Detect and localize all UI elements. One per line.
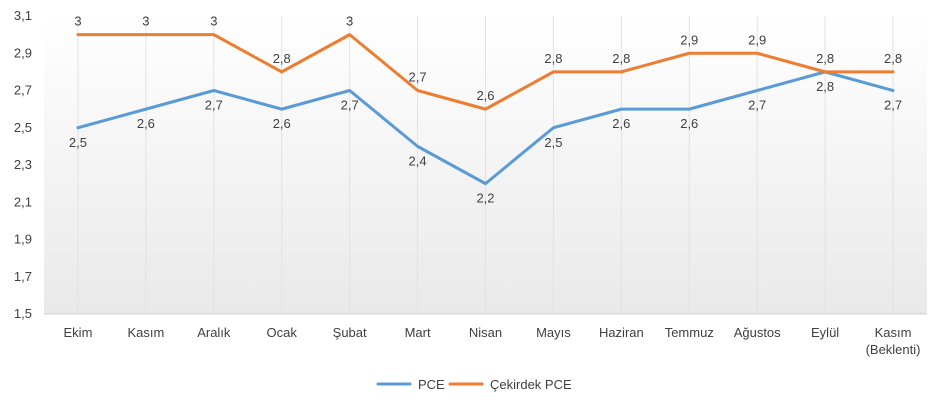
x-tick-label-line: Kasım bbox=[875, 325, 912, 340]
data-label: 2,7 bbox=[341, 98, 359, 113]
data-label: 2,4 bbox=[409, 153, 427, 168]
x-tick-label: Kasım (Beklenti) bbox=[866, 325, 921, 357]
data-label: 2,6 bbox=[476, 88, 494, 103]
y-axis-ticks: 1,5 1,7 1,9 2,1 2,3 2,5 2,7 2,9 3,1 bbox=[14, 8, 32, 321]
x-tick-label-line: Kasım bbox=[127, 325, 164, 340]
x-tick-label-line: Mayıs bbox=[536, 325, 571, 340]
x-tick-label: Temmuz bbox=[665, 325, 714, 340]
data-label: 3 bbox=[142, 14, 149, 29]
x-tick-label: Haziran bbox=[599, 325, 644, 340]
data-label: 3 bbox=[210, 14, 217, 29]
series-line-pce bbox=[76, 70, 895, 186]
data-label: 2,7 bbox=[205, 98, 223, 113]
y-tick-label: 2,7 bbox=[14, 83, 32, 98]
x-tick-label-line: Mart bbox=[405, 325, 431, 340]
data-label: 2,8 bbox=[273, 51, 291, 66]
series-lines bbox=[76, 33, 895, 186]
data-labels: 2,5 2,6 2,7 2,6 2,7 2,4 2,2 2,5 2,6 2,6 2,7 2,8 2,7 3… bbox=[69, 14, 902, 206]
x-tick-label-line: Temmuz bbox=[665, 325, 714, 340]
data-label: 2,6 bbox=[273, 116, 291, 131]
data-label: 2,5 bbox=[544, 135, 562, 150]
data-label: 2,8 bbox=[612, 51, 630, 66]
data-label: 2,9 bbox=[680, 32, 698, 47]
y-tick-label: 1,7 bbox=[14, 269, 32, 284]
legend: PCE Çekirdek PCE bbox=[376, 377, 572, 392]
data-label: 2,7 bbox=[748, 98, 766, 113]
y-tick-label: 1,9 bbox=[14, 232, 32, 247]
data-label: 2,7 bbox=[884, 98, 902, 113]
x-tick-label-line: (Beklenti) bbox=[866, 342, 921, 357]
data-label: 2,8 bbox=[884, 51, 902, 66]
y-tick-label: 2,9 bbox=[14, 45, 32, 60]
x-tick-label-line: Şubat bbox=[333, 325, 367, 340]
gridlines bbox=[77, 16, 894, 314]
x-tick-label-line: Ekim bbox=[64, 325, 93, 340]
x-axis-ticks: Ekim Kasım Aralık Ocak Şubat Mart Nisan Mayıs Ha… bbox=[64, 325, 921, 357]
data-label: 2,8 bbox=[816, 79, 834, 94]
legend-label: PCE bbox=[418, 377, 445, 392]
data-label: 2,6 bbox=[612, 116, 630, 131]
x-tick-label: Ağustos bbox=[734, 325, 781, 340]
data-label: 2,8 bbox=[544, 51, 562, 66]
y-tick-label: 2,5 bbox=[14, 120, 32, 135]
x-tick-label: Mart bbox=[405, 325, 431, 340]
data-label: 3 bbox=[74, 14, 81, 29]
data-label: 2,6 bbox=[137, 116, 155, 131]
data-label: 2,9 bbox=[748, 32, 766, 47]
legend-label: Çekirdek PCE bbox=[490, 377, 572, 392]
data-label: 3 bbox=[346, 14, 353, 29]
y-tick-label: 2,3 bbox=[14, 157, 32, 172]
data-label: 2,8 bbox=[816, 51, 834, 66]
data-label: 2,7 bbox=[409, 70, 427, 85]
x-tick-label: Şubat bbox=[333, 325, 367, 340]
x-tick-label-line: Aralık bbox=[197, 325, 231, 340]
x-tick-label: Eylül bbox=[811, 325, 839, 340]
x-tick-label-line: Ocak bbox=[267, 325, 298, 340]
series-line-cekirdek-pce bbox=[76, 33, 895, 111]
x-tick-label: Ocak bbox=[267, 325, 298, 340]
data-label: 2,2 bbox=[476, 191, 494, 206]
x-tick-label: Ekim bbox=[64, 325, 93, 340]
x-tick-label-line: Eylül bbox=[811, 325, 839, 340]
x-tick-label-line: Nisan bbox=[469, 325, 502, 340]
data-label: 2,5 bbox=[69, 135, 87, 150]
data-label: 2,6 bbox=[680, 116, 698, 131]
x-tick-label: Kasım bbox=[127, 325, 164, 340]
x-tick-label-line: Haziran bbox=[599, 325, 644, 340]
x-tick-label-line: Ağustos bbox=[734, 325, 781, 340]
x-tick-label: Nisan bbox=[469, 325, 502, 340]
y-tick-label: 3,1 bbox=[14, 8, 32, 23]
x-tick-label: Aralık bbox=[197, 325, 231, 340]
y-tick-label: 1,5 bbox=[14, 306, 32, 321]
x-tick-label: Mayıs bbox=[536, 325, 571, 340]
y-tick-label: 2,1 bbox=[14, 194, 32, 209]
